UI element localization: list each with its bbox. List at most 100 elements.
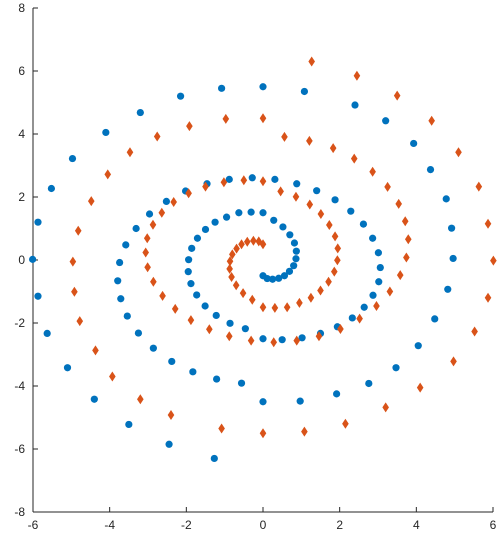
data-point-diamond [293,335,301,346]
data-point-diamond [71,286,78,297]
data-point-circle [360,303,368,311]
data-point-circle [290,262,298,270]
data-point-circle [442,195,450,203]
data-point-diamond [248,294,256,305]
data-point-diamond [74,225,82,236]
data-point-diamond [356,313,363,324]
data-point-diamond [396,270,404,281]
data-point-diamond [428,115,435,126]
data-point-circle [102,128,110,137]
data-point-diamond [292,191,300,202]
data-point-diamond [393,90,401,101]
data-point-diamond [337,323,344,334]
data-point-diamond [401,216,409,227]
data-point-diamond [331,266,338,277]
data-point-circle [201,225,210,234]
x-tick-label: 0 [260,518,267,532]
data-point-diamond [153,131,161,142]
data-point-circle [117,295,125,303]
data-point-diamond [306,199,314,210]
data-point-diamond [450,356,457,367]
data-point-diamond [259,113,267,124]
data-point-circle [313,187,321,195]
data-point-circle [268,275,277,283]
data-point-diamond [259,428,267,439]
series-layer [29,56,497,463]
data-point-circle [280,272,289,280]
data-point-circle [292,247,300,255]
data-point-circle [359,220,368,228]
data-point-circle [222,213,231,221]
data-point-circle [213,375,221,383]
data-point-circle [212,311,220,320]
data-point-circle [116,258,124,267]
data-point-circle [271,175,279,183]
data-point-diamond [222,113,230,124]
data-point-diamond [228,272,235,283]
data-point-diamond [104,169,112,180]
data-point-circle [237,379,246,387]
data-point-diamond [87,196,95,207]
data-point-circle [259,83,267,91]
x-tick-label: -4 [104,518,115,532]
data-point-diamond [386,286,394,297]
data-point-diamond [395,198,402,209]
y-tick-label: -8 [14,505,25,519]
data-point-circle [248,174,256,182]
data-point-circle [259,398,267,406]
data-point-circle [90,395,98,403]
data-point-diamond [142,247,149,258]
data-point-circle [448,224,456,232]
data-point-diamond [296,297,303,308]
data-point-circle [285,267,294,275]
data-point-circle [225,175,233,183]
data-point-circle [123,312,131,320]
data-point-circle [286,231,294,239]
data-point-diamond [150,276,157,287]
data-point-diamond [158,207,166,218]
data-point-circle [125,420,133,429]
data-point-circle [296,397,304,405]
data-point-diamond [243,236,251,247]
data-point-diamond [167,409,175,420]
data-point-circle [347,207,355,215]
data-point-circle [444,285,452,293]
data-point-diamond [233,243,240,254]
data-point-diamond [255,236,263,247]
data-point-diamond [225,331,233,342]
data-point-diamond [384,181,391,192]
data-point-diamond [92,345,99,356]
data-point-circle [210,454,218,463]
data-point-diamond [226,263,233,274]
data-point-circle [34,292,42,300]
x-tick-label: 2 [336,518,343,532]
data-point-circle [145,210,154,218]
y-tick-label: 6 [18,64,25,78]
data-point-circle [374,249,382,257]
data-point-circle [259,209,267,217]
data-point-circle [278,336,286,344]
data-point-diamond [404,234,412,245]
x-tick-label: -6 [28,518,39,532]
data-point-circle [348,314,356,322]
series-1 [29,83,457,463]
data-point-diamond [283,302,291,313]
data-point-diamond [218,423,225,434]
data-point-circle [47,184,56,193]
data-point-circle [375,278,383,286]
data-point-diamond [301,426,308,437]
data-point-circle [351,101,359,109]
data-point-circle [431,315,439,323]
x-tick-label: 6 [490,518,497,532]
data-point-diamond [334,255,341,266]
data-point-circle [34,218,42,226]
y-tick-label: 0 [18,253,25,267]
data-point-diamond [109,371,116,382]
data-point-circle [218,84,226,92]
data-point-diamond [277,186,284,197]
data-point-circle [235,209,243,217]
y-axis-ticks: -8 -6 -4 -2 0 2 4 6 8 [14,1,38,519]
data-point-circle [185,256,193,264]
data-point-diamond [403,252,410,263]
